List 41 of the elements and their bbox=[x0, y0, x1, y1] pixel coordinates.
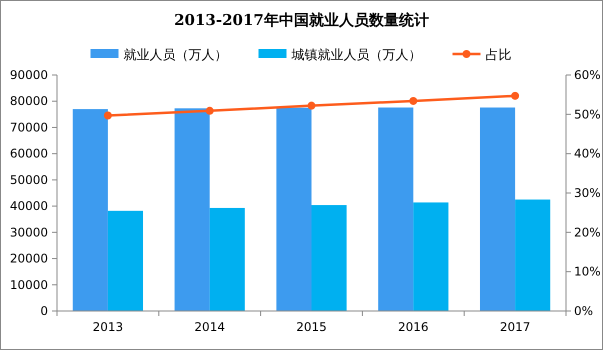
bar bbox=[72, 109, 108, 311]
y-tick-label: 50000 bbox=[10, 172, 48, 187]
point bbox=[409, 96, 418, 105]
x-tick-label: 2015 bbox=[296, 320, 327, 334]
point bbox=[104, 112, 112, 120]
point bbox=[308, 102, 316, 110]
y-tick-label: 20000 bbox=[10, 252, 48, 266]
y2-tick-label: 60% bbox=[574, 68, 601, 82]
bar bbox=[378, 108, 414, 311]
bar bbox=[312, 205, 347, 311]
y-tick-label: 10000 bbox=[10, 278, 48, 292]
y-tick-label: 40000 bbox=[10, 199, 48, 214]
point bbox=[206, 106, 214, 115]
y-tick-label: 90000 bbox=[10, 68, 48, 82]
point bbox=[511, 92, 520, 100]
y2-tick-label: 10% bbox=[574, 264, 601, 279]
bar bbox=[413, 202, 448, 311]
y2-tick-label: 40% bbox=[574, 146, 601, 161]
bar bbox=[480, 108, 516, 311]
bar bbox=[515, 200, 550, 311]
y-tick-label: 0 bbox=[40, 304, 48, 318]
y2-tick-label: 30% bbox=[574, 186, 601, 200]
y2-tick-label: 50% bbox=[574, 107, 601, 122]
x-tick-label: 2016 bbox=[398, 320, 429, 334]
x-tick-label: 2013 bbox=[92, 320, 124, 334]
y2-tick-label: 20% bbox=[574, 225, 601, 240]
legend-label: 就业人员（万人） bbox=[124, 48, 228, 63]
y2-tick-label: 0% bbox=[574, 304, 594, 318]
x-tick-label: 2014 bbox=[194, 320, 225, 334]
legend-label: 城镇就业人员（万人） bbox=[290, 48, 422, 63]
legend-label: 占比 bbox=[486, 48, 512, 63]
y-tick-label: 80000 bbox=[10, 94, 48, 108]
bar bbox=[174, 108, 210, 311]
y-tick-label: 60000 bbox=[10, 146, 48, 161]
y-tick-label: 30000 bbox=[10, 225, 48, 240]
y-tick-label: 70000 bbox=[10, 120, 48, 134]
x-tick-label: 2017 bbox=[500, 320, 530, 334]
bar bbox=[210, 208, 245, 311]
bar bbox=[108, 210, 144, 311]
bar bbox=[276, 108, 312, 311]
chart-title: 2013-2017年中国就业人员数量统计 bbox=[174, 11, 429, 29]
